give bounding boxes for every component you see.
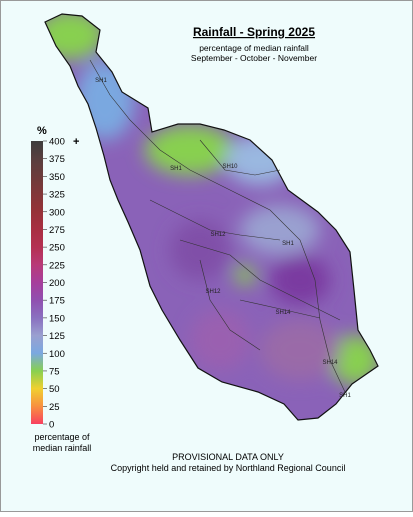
legend-label: 400 xyxy=(49,137,65,148)
period: September - October - November xyxy=(191,53,317,63)
legend-unit: % xyxy=(37,125,47,137)
road-label: SH1 xyxy=(95,78,107,84)
legend-label: 150 xyxy=(49,313,65,324)
road-label: SH14 xyxy=(275,310,291,316)
legend-label: 50 xyxy=(49,384,60,395)
road-label: SH12 xyxy=(210,232,226,238)
roads-and-boundaries xyxy=(89,59,346,393)
legend-label: 25 xyxy=(49,402,60,413)
road-label: SH1 xyxy=(170,166,182,172)
legend-label: 0 xyxy=(49,420,54,431)
legend-label: 375 xyxy=(49,154,65,165)
road-label: SH14 xyxy=(322,360,338,366)
legend-label: 350 xyxy=(49,172,65,183)
legend-label: 75 xyxy=(49,366,60,377)
legend-overflow: + xyxy=(73,136,79,148)
legend-label: 100 xyxy=(49,349,65,360)
road-label: SH10 xyxy=(222,164,238,170)
title: Rainfall - Spring 2025 xyxy=(193,25,315,39)
legend-label: 250 xyxy=(49,243,65,254)
legend-caption: median rainfall xyxy=(33,443,92,453)
footer-line: Copyright held and retained by Northland… xyxy=(111,463,346,473)
legend-caption: percentage of xyxy=(34,432,90,442)
footer-line: PROVISIONAL DATA ONLY xyxy=(172,452,284,462)
legend-label: 300 xyxy=(49,207,65,218)
road-label: SH1 xyxy=(339,393,351,399)
subtitle: percentage of median rainfall xyxy=(199,43,309,53)
legend-label: 200 xyxy=(49,278,65,289)
legend-label: 125 xyxy=(49,331,65,342)
road-label: SH12 xyxy=(205,289,221,295)
road-label: SH1 xyxy=(282,241,294,247)
legend-label: 275 xyxy=(49,225,65,236)
legend-label: 175 xyxy=(49,296,65,307)
legend-bar xyxy=(31,141,43,424)
legend-label: 225 xyxy=(49,260,65,271)
legend-label: 325 xyxy=(49,190,65,201)
